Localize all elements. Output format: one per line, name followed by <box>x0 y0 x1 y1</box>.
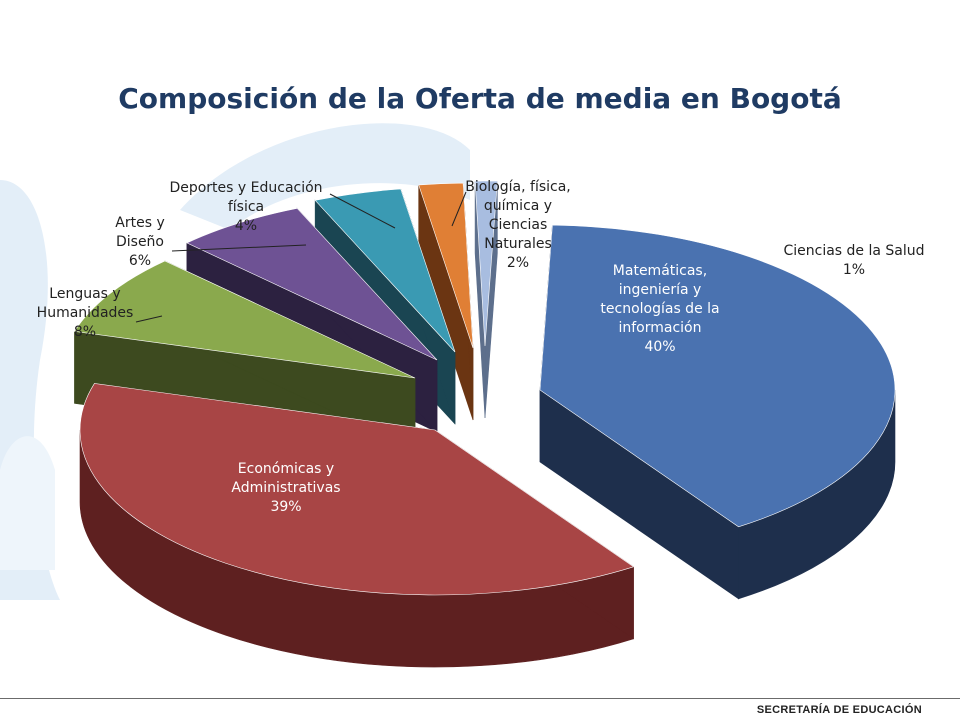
leader-line-3 <box>171 244 307 252</box>
leader-line-4 <box>329 193 396 229</box>
leader-line-5 <box>451 191 467 227</box>
pie-slice-0 <box>539 224 896 600</box>
leader-line-2 <box>135 315 163 323</box>
pie-slice-1 <box>79 383 635 668</box>
data-label-4: Deportes y Educación física 4% <box>169 180 322 234</box>
data-label-0: Matemáticas, ingeniería y tecnologías de l… <box>600 263 719 355</box>
data-label-5: Biología, física, química y Ciencias Natura… <box>465 179 571 271</box>
footer-divider <box>0 698 960 699</box>
data-label-1: Económicas y Administrativas 39% <box>231 461 340 515</box>
data-label-3: Artes y Diseño 6% <box>115 215 164 269</box>
data-label-6: Ciencias de la Salud 1% <box>783 243 924 278</box>
footer-label: SECRETARÍA DE EDUCACIÓN <box>756 704 922 716</box>
data-label-2: Lenguas y Humanidades 8% <box>37 286 134 340</box>
page-title: Composición de la Oferta de media en Bog… <box>118 82 842 115</box>
pie-slice-6 <box>474 180 498 419</box>
pie-slice-5 <box>418 182 474 421</box>
